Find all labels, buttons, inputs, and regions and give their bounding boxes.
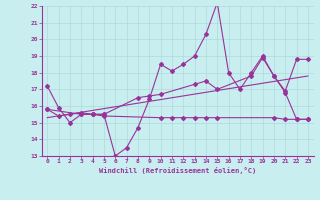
X-axis label: Windchill (Refroidissement éolien,°C): Windchill (Refroidissement éolien,°C)	[99, 167, 256, 174]
